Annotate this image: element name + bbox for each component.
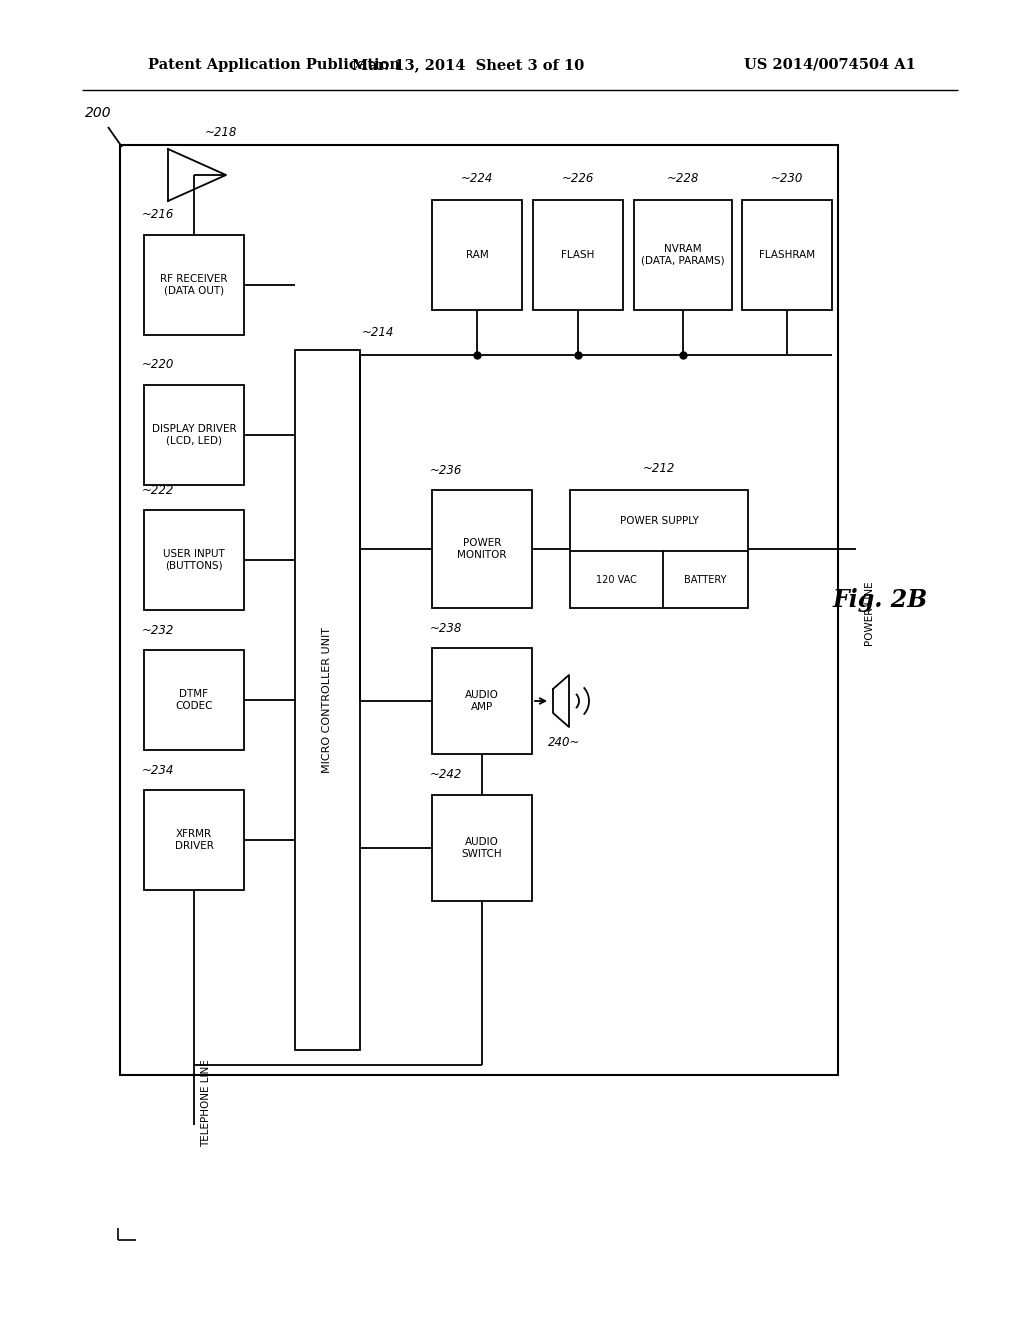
Text: FLASHRAM: FLASHRAM <box>759 249 815 260</box>
Text: DTMF
CODEC: DTMF CODEC <box>175 689 213 710</box>
Bar <box>742 201 831 310</box>
Text: Patent Application Publication: Patent Application Publication <box>148 58 400 73</box>
Bar <box>634 201 732 310</box>
Text: ~234: ~234 <box>142 763 174 776</box>
Text: ~238: ~238 <box>430 622 463 635</box>
Text: MICRO CONTROLLER UNIT: MICRO CONTROLLER UNIT <box>323 627 333 774</box>
Text: NVRAM
(DATA, PARAMS): NVRAM (DATA, PARAMS) <box>641 244 725 265</box>
Text: 200: 200 <box>85 106 112 120</box>
Text: RF RECEIVER
(DATA OUT): RF RECEIVER (DATA OUT) <box>160 275 227 296</box>
Text: ~228: ~228 <box>667 172 699 185</box>
Text: BATTERY: BATTERY <box>684 574 727 585</box>
Text: TELEPHONE LINE: TELEPHONE LINE <box>201 1059 211 1147</box>
Text: POWER
MONITOR: POWER MONITOR <box>458 539 507 560</box>
Text: US 2014/0074504 A1: US 2014/0074504 A1 <box>744 58 915 73</box>
Text: POWER SUPPLY: POWER SUPPLY <box>620 516 698 525</box>
Bar <box>432 490 532 609</box>
Bar <box>432 795 532 902</box>
Text: ~226: ~226 <box>562 172 594 185</box>
Text: ~230: ~230 <box>771 172 803 185</box>
Text: ~242: ~242 <box>430 768 463 781</box>
Bar <box>534 201 623 310</box>
Text: AUDIO
AMP: AUDIO AMP <box>465 690 499 711</box>
Text: Fig. 2B: Fig. 2B <box>833 587 928 612</box>
Text: AUDIO
SWITCH: AUDIO SWITCH <box>462 837 503 859</box>
Bar <box>144 235 244 335</box>
Text: ~216: ~216 <box>142 209 174 222</box>
Text: POWER LINE: POWER LINE <box>865 582 874 647</box>
Text: ~218: ~218 <box>205 127 238 140</box>
Text: ~236: ~236 <box>430 463 463 477</box>
Text: 120 VAC: 120 VAC <box>596 574 637 585</box>
Bar <box>144 789 244 890</box>
Bar <box>432 648 532 754</box>
Bar <box>432 201 522 310</box>
Text: ~214: ~214 <box>362 326 394 338</box>
Text: FLASH: FLASH <box>561 249 595 260</box>
Bar <box>570 490 748 609</box>
Bar <box>144 385 244 484</box>
Text: RAM: RAM <box>466 249 488 260</box>
Text: Mar. 13, 2014  Sheet 3 of 10: Mar. 13, 2014 Sheet 3 of 10 <box>352 58 584 73</box>
Text: ~212: ~212 <box>643 462 675 474</box>
Text: USER INPUT
(BUTTONS): USER INPUT (BUTTONS) <box>163 549 225 570</box>
Bar <box>144 649 244 750</box>
Text: DISPLAY DRIVER
(LCD, LED): DISPLAY DRIVER (LCD, LED) <box>152 424 237 446</box>
Text: 240~: 240~ <box>548 737 581 750</box>
Text: ~224: ~224 <box>461 172 494 185</box>
Bar <box>295 350 360 1049</box>
Text: ~222: ~222 <box>142 483 174 496</box>
Bar <box>144 510 244 610</box>
Text: ~220: ~220 <box>142 359 174 371</box>
Text: ~232: ~232 <box>142 623 174 636</box>
Bar <box>120 145 838 1074</box>
Text: XFRMR
DRIVER: XFRMR DRIVER <box>174 829 213 851</box>
